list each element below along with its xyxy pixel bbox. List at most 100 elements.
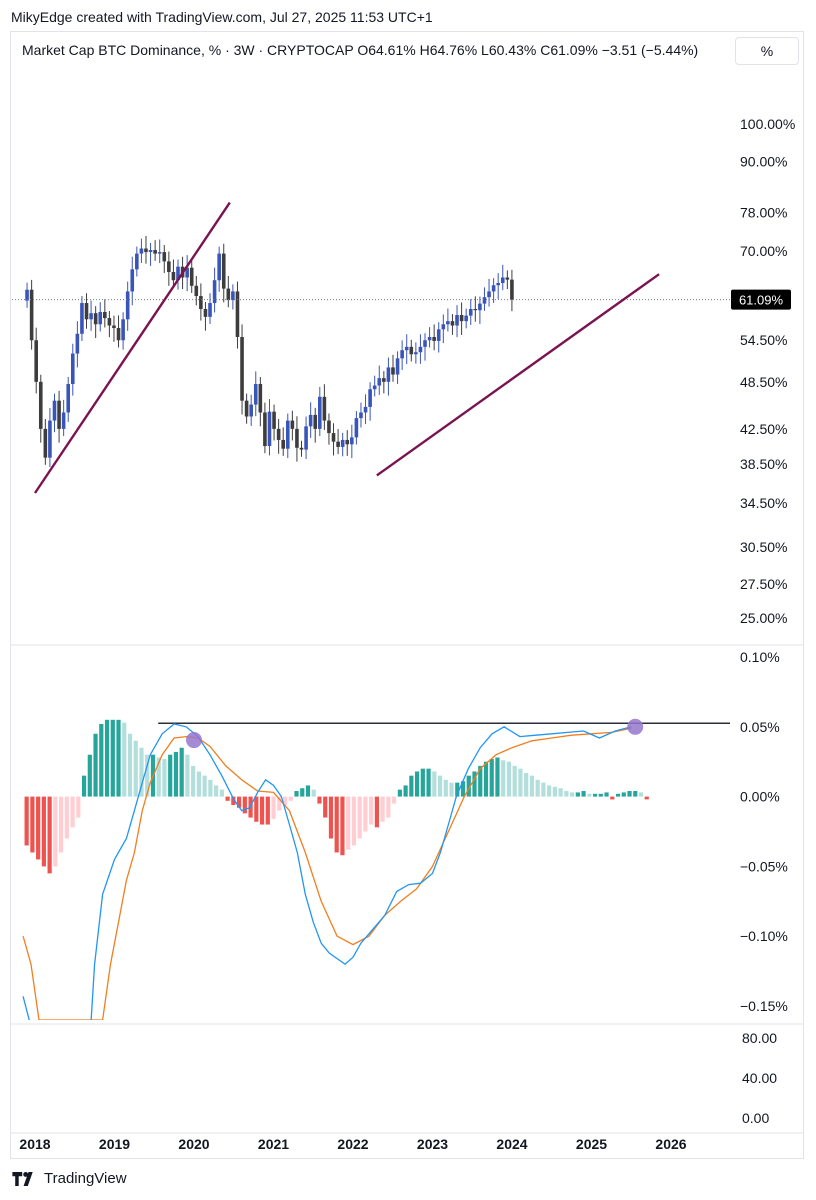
candle-body xyxy=(441,324,446,330)
histogram-bar xyxy=(277,796,282,811)
candle-body xyxy=(386,367,391,382)
candle-body xyxy=(89,313,93,320)
candle-body xyxy=(322,396,327,421)
candle-body xyxy=(400,350,404,359)
footer-branding: TradingView xyxy=(12,1170,127,1187)
candle-body xyxy=(66,384,71,413)
histogram-bar xyxy=(604,792,609,797)
histogram-bar xyxy=(581,791,586,797)
price-axis-label: 34.50% xyxy=(740,495,787,511)
histogram-bar xyxy=(426,768,431,797)
candle-body xyxy=(327,420,331,434)
price-axis-label: 38.50% xyxy=(740,456,787,472)
candle-body xyxy=(295,428,299,448)
candle-body xyxy=(199,296,203,309)
histogram-bar xyxy=(93,733,98,797)
candle-body xyxy=(84,303,89,320)
last-price-label: 61.09% xyxy=(739,293,784,308)
candle-body xyxy=(29,289,34,341)
candle-body xyxy=(231,291,235,301)
candle-body xyxy=(496,282,500,286)
candle-body xyxy=(107,318,112,326)
histogram-bar xyxy=(179,747,184,797)
candle-body xyxy=(372,385,377,390)
percent-scale-button[interactable]: % xyxy=(735,37,799,65)
candle-body xyxy=(98,311,103,325)
candle-body xyxy=(167,261,171,273)
histogram-bar xyxy=(443,779,448,797)
histogram-bar xyxy=(489,758,494,797)
candle-body xyxy=(70,353,75,385)
price-axis-label: 100.00% xyxy=(740,116,795,132)
histogram-bar xyxy=(53,796,58,867)
oscillator-axis-label: 0.00 xyxy=(742,1110,769,1126)
histogram-bar xyxy=(506,761,512,797)
histogram-bar xyxy=(294,791,299,797)
candle-body xyxy=(368,389,372,407)
pane-separators xyxy=(11,644,803,1134)
candle-body xyxy=(290,420,295,429)
candle-body xyxy=(336,441,340,447)
indicator-lines xyxy=(12,201,730,1020)
histogram-bar xyxy=(587,793,592,797)
histogram-bar xyxy=(472,771,477,797)
candle-body xyxy=(432,336,436,341)
histogram-bar xyxy=(305,785,311,797)
histogram-bar xyxy=(328,796,334,839)
histogram-bar xyxy=(162,758,167,797)
macd-axis-label: 0.05% xyxy=(740,719,780,735)
price-candles xyxy=(25,235,514,468)
histogram-bar xyxy=(259,796,265,825)
histogram-bar xyxy=(208,779,213,797)
candle-body xyxy=(135,253,139,270)
candle-body xyxy=(382,378,386,382)
histogram-bar xyxy=(392,796,397,804)
histogram-bar xyxy=(127,733,133,797)
histogram-bar xyxy=(610,796,615,800)
histogram-bar xyxy=(380,796,385,822)
histogram-bar xyxy=(110,719,115,797)
candle-body xyxy=(144,248,148,253)
candle-body xyxy=(171,272,176,281)
histogram-bar xyxy=(300,788,305,797)
candle-body xyxy=(139,248,144,254)
histogram-bar xyxy=(633,791,638,797)
histogram-bar xyxy=(122,722,127,797)
chart-credit: MikyEdge created with TradingView.com, J… xyxy=(11,9,433,25)
histogram-bar xyxy=(254,796,259,822)
histogram-bar xyxy=(478,765,483,797)
candle-body xyxy=(285,420,290,449)
macd-axis-label: −0.15% xyxy=(740,998,788,1014)
signal-line xyxy=(22,727,632,1020)
candle-body xyxy=(125,291,130,320)
candle-body xyxy=(176,266,180,281)
histogram-bar xyxy=(592,793,598,797)
macd-line xyxy=(22,723,632,1020)
histogram-bar xyxy=(47,796,52,874)
histogram-bar xyxy=(242,796,247,814)
candle-body xyxy=(52,400,57,421)
histogram-bar xyxy=(133,740,138,797)
candle-body xyxy=(162,252,167,262)
histogram-bar xyxy=(116,719,121,797)
price-axis-label: 70.00% xyxy=(740,243,787,259)
candle-body xyxy=(189,267,194,286)
histogram-bar xyxy=(202,775,207,797)
histogram-bar xyxy=(535,779,540,797)
histogram-bar xyxy=(575,792,580,797)
trendline xyxy=(376,273,660,477)
candle-body xyxy=(418,346,423,353)
symbol-legend[interactable]: Market Cap BTC Dominance, % · 3W · CRYPT… xyxy=(22,42,699,58)
trendline xyxy=(34,201,231,494)
histogram-bar xyxy=(570,792,575,797)
histogram-bar xyxy=(598,793,603,797)
histogram-bar xyxy=(455,782,460,797)
histogram-bar xyxy=(231,796,236,805)
oscillator-axis-label: 40.00 xyxy=(742,1070,777,1086)
histogram-bar xyxy=(265,796,270,825)
candle-body xyxy=(345,439,350,445)
candle-body xyxy=(194,285,199,297)
histogram-bar xyxy=(70,796,75,828)
candle-body xyxy=(226,288,231,301)
